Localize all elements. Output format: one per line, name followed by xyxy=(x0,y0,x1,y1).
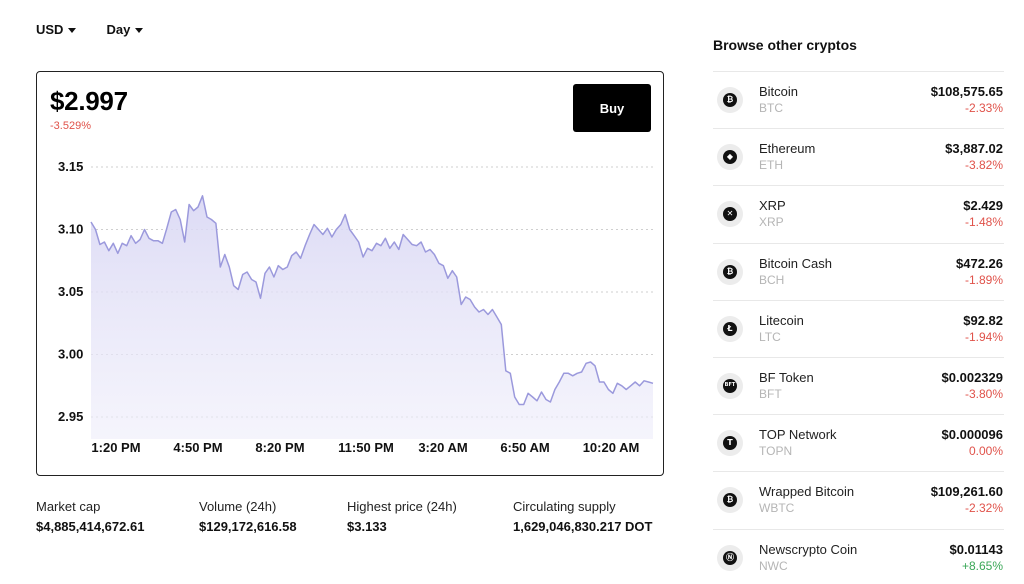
crypto-symbol: NWC xyxy=(759,558,788,573)
x-tick-label: 11:50 PM xyxy=(338,440,394,455)
price-change: -3.529% xyxy=(50,120,91,132)
y-tick-label: 3.05 xyxy=(58,284,83,299)
crypto-symbol: BTC xyxy=(759,101,783,115)
crypto-list-item[interactable]: Ⓝ Newscrypto Coin NWC $0.01143 +8.65% xyxy=(713,528,1004,584)
x-tick-label: 3:20 AM xyxy=(418,440,467,455)
stat-block: Volume (24h) $129,172,616.58 xyxy=(199,499,297,534)
stat-value: $129,172,616.58 xyxy=(199,519,297,534)
y-tick-label: 3.00 xyxy=(58,347,83,362)
x-tick-label: 8:20 PM xyxy=(255,440,304,455)
y-tick-label: 3.10 xyxy=(58,222,83,237)
crypto-list-item[interactable]: ₿ Bitcoin Cash BCH $472.26 -1.89% xyxy=(713,242,1004,300)
crypto-list: ₿ Bitcoin BTC $108,575.65 -2.33% ◆ Ethereum ETH… xyxy=(713,71,1004,584)
crypto-symbol: BCH xyxy=(759,272,785,287)
crypto-symbol: WBTC xyxy=(759,501,795,516)
crypto-change: +8.65% xyxy=(961,558,1003,573)
price-chart[interactable]: 3.15 3.10 3.05 3.00 2.95 1:20 PM 4:50 PM 8:20 P… xyxy=(37,72,665,477)
x-tick-label: 1:20 PM xyxy=(91,440,140,455)
y-tick-label: 3.15 xyxy=(58,159,83,174)
crypto-list-item[interactable]: T TOP Network TOPN $0.000096 0.00% xyxy=(713,414,1004,471)
stat-label: Highest price (24h) xyxy=(347,499,457,514)
x-tick-label: 4:50 PM xyxy=(173,440,222,455)
selector-bar: USD Day xyxy=(36,22,144,37)
crypto-list-item[interactable]: Ł Litecoin LTC $92.82 -1.94% xyxy=(713,299,1004,357)
crypto-name: Bitcoin xyxy=(759,84,799,99)
ethereum-icon: ◆ xyxy=(717,144,743,171)
x-tick-label: 6:50 AM xyxy=(500,440,549,455)
crypto-list-item[interactable]: ◆ Ethereum ETH $3,887.02 -3.82% xyxy=(713,128,1004,185)
y-tick-label: 2.95 xyxy=(58,409,83,424)
crypto-symbol: ETH xyxy=(759,158,783,173)
crypto-price: $0.01143 xyxy=(949,541,1003,557)
crypto-change: -3.80% xyxy=(964,386,1003,401)
current-price: $2.997 xyxy=(50,86,128,116)
stat-block: Circulating supply 1,629,046,830.217 DOT xyxy=(513,499,653,534)
currency-dropdown-label: USD xyxy=(36,22,64,37)
crypto-change: -1.89% xyxy=(964,272,1003,287)
buy-button[interactable]: Buy xyxy=(573,84,651,132)
bitcoin-cash-icon: ₿ xyxy=(717,258,743,285)
crypto-symbol: LTC xyxy=(759,329,781,344)
price-line xyxy=(90,195,654,406)
crypto-list-item[interactable]: ₿ Wrapped Bitcoin WBTC $109,261.60 -2.32% xyxy=(713,471,1004,528)
stat-value: $4,885,414,672.61 xyxy=(36,519,145,534)
crypto-list-item[interactable]: ₿ Bitcoin BTC $108,575.65 -2.33% xyxy=(713,71,1004,128)
crypto-change: 0.00% xyxy=(968,444,1003,459)
crypto-name: Newscrypto Coin xyxy=(759,541,858,557)
price-area xyxy=(91,195,653,439)
crypto-change: -3.82% xyxy=(964,158,1003,173)
crypto-price: $472.26 xyxy=(956,255,1003,271)
top-network-icon: T xyxy=(717,430,743,457)
crypto-symbol: TOPN xyxy=(759,444,793,459)
crypto-price: $109,261.60 xyxy=(930,484,1003,500)
crypto-change: -2.32% xyxy=(964,501,1003,516)
stat-label: Market cap xyxy=(36,499,101,514)
period-dropdown-label: Day xyxy=(106,22,131,37)
crypto-change: -1.94% xyxy=(964,329,1003,344)
crypto-name: BF Token xyxy=(759,369,814,385)
crypto-price: $3,887.02 xyxy=(945,141,1003,157)
caret-down-icon xyxy=(135,27,144,33)
stat-label: Circulating supply xyxy=(513,499,616,514)
crypto-list-item[interactable]: BFT BF Token BFT $0.002329 -3.80% xyxy=(713,356,1004,414)
crypto-symbol: XRP xyxy=(759,215,784,230)
bf-token-icon: BFT xyxy=(717,372,743,399)
crypto-price: $2.429 xyxy=(963,198,1003,214)
stat-label: Volume (24h) xyxy=(199,499,277,514)
crypto-price: $0.000096 xyxy=(941,427,1003,443)
stat-value: 1,629,046,830.217 DOT xyxy=(513,519,653,534)
currency-dropdown[interactable]: USD xyxy=(36,22,77,37)
stat-value: $3.133 xyxy=(347,519,387,534)
wrapped-bitcoin-icon: ₿ xyxy=(717,487,743,514)
crypto-change: -1.48% xyxy=(964,215,1003,230)
crypto-change: -2.33% xyxy=(964,101,1003,115)
crypto-name: Bitcoin Cash xyxy=(759,255,832,271)
crypto-price: $0.002329 xyxy=(941,369,1003,385)
crypto-name: Litecoin xyxy=(759,312,804,328)
bitcoin-icon: ₿ xyxy=(717,87,743,113)
crypto-price: $92.82 xyxy=(963,312,1003,328)
newscrypto-icon: Ⓝ xyxy=(717,544,743,571)
crypto-price: $108,575.65 xyxy=(930,84,1003,99)
xrp-icon: ✕ xyxy=(717,201,743,228)
price-chart-card: 3.15 3.10 3.05 3.00 2.95 1:20 PM 4:50 PM 8:20 P… xyxy=(36,71,664,476)
x-tick-label: 10:20 AM xyxy=(583,440,640,455)
crypto-name: TOP Network xyxy=(759,427,837,443)
litecoin-icon: Ł xyxy=(717,315,743,342)
crypto-name: Ethereum xyxy=(759,141,816,157)
period-dropdown[interactable]: Day xyxy=(106,22,144,37)
crypto-symbol: BFT xyxy=(759,386,782,401)
crypto-name: Wrapped Bitcoin xyxy=(759,484,855,500)
stat-block: Highest price (24h) $3.133 xyxy=(347,499,457,534)
browse-cryptos-title: Browse other cryptos xyxy=(713,37,857,53)
stat-block: Market cap $4,885,414,672.61 xyxy=(36,499,144,534)
crypto-name: XRP xyxy=(759,198,786,214)
crypto-list-item[interactable]: ✕ XRP XRP $2.429 -1.48% xyxy=(713,185,1004,242)
caret-down-icon xyxy=(68,27,77,33)
